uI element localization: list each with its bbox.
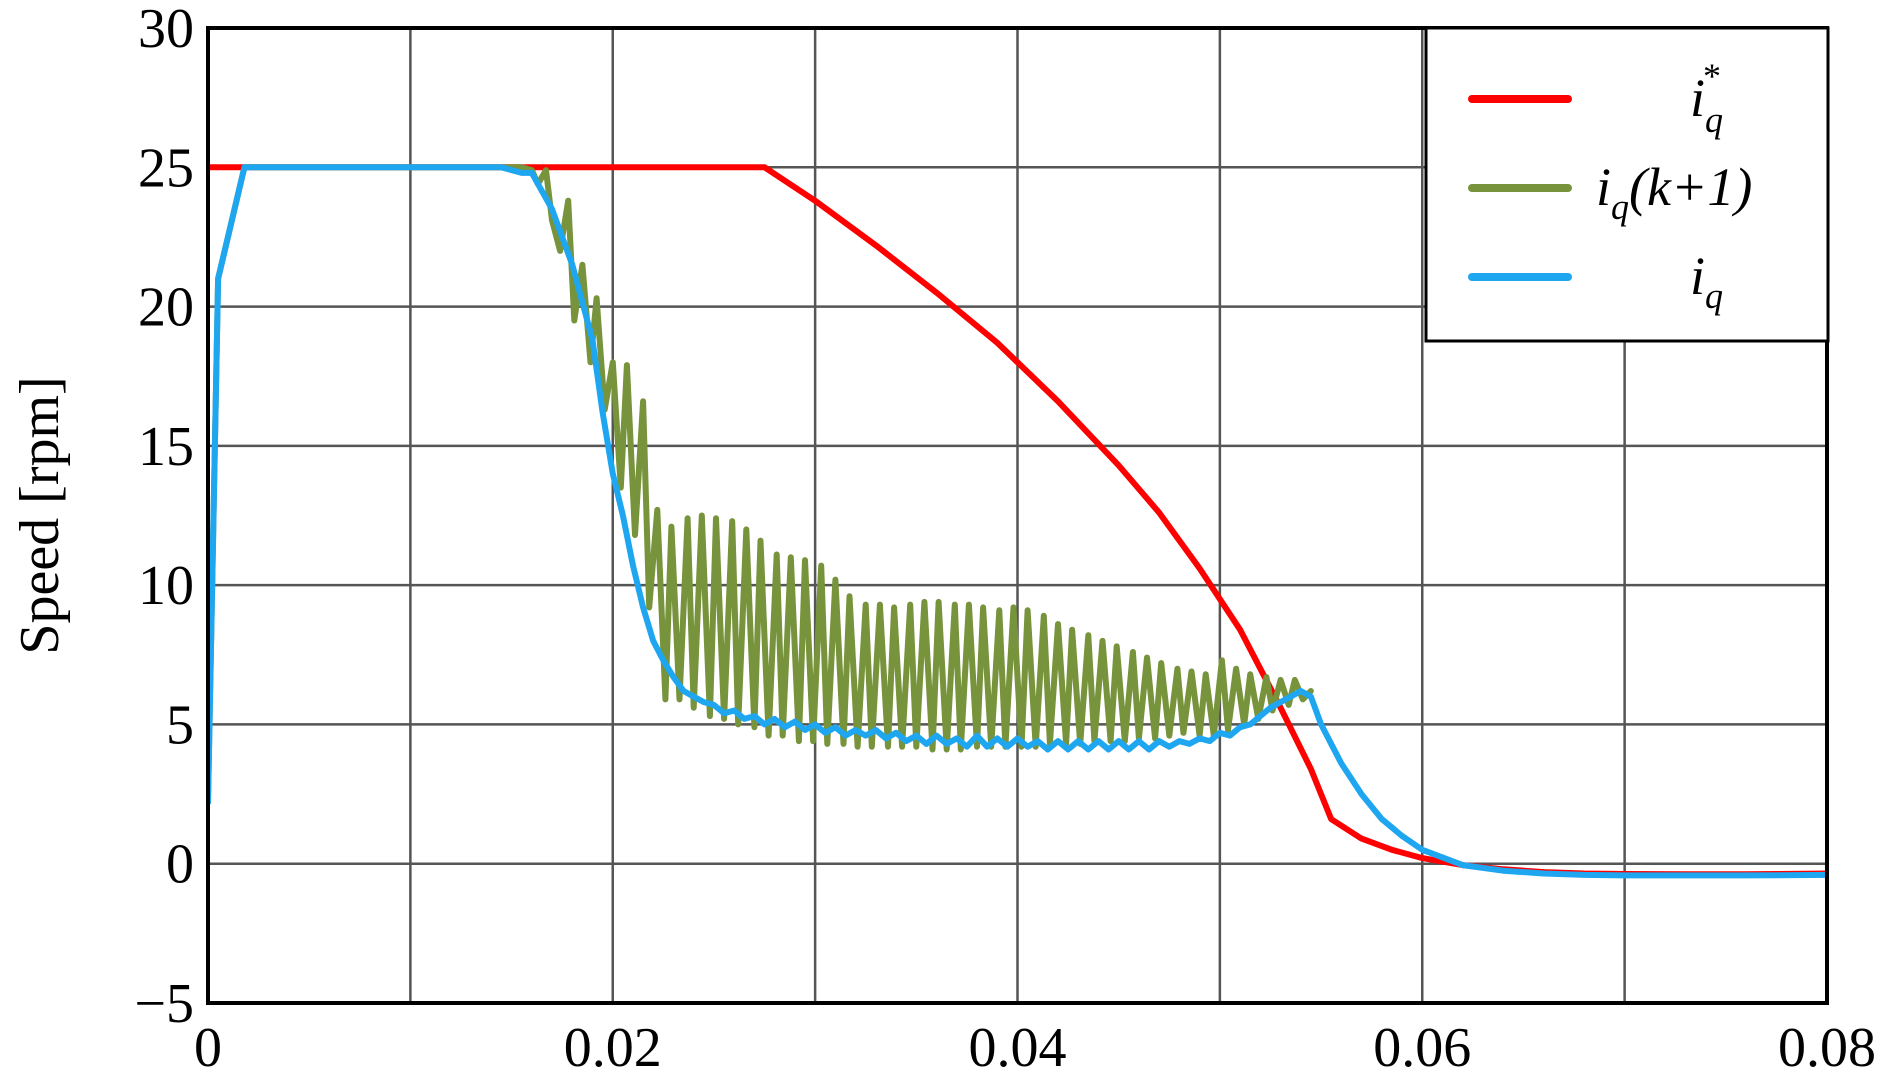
- y-tick-label: 15: [138, 416, 194, 478]
- x-tick-label: 0.06: [1373, 1017, 1471, 1079]
- legend-entry: iq: [1690, 246, 1723, 316]
- x-tick-label: 0.02: [564, 1017, 662, 1079]
- legend-entry: i* q: [1690, 56, 1723, 140]
- series-line-3: [208, 164, 1827, 879]
- series-line-2: [208, 164, 1314, 806]
- x-tick-label: 0.08: [1778, 1017, 1876, 1079]
- y-tick-label: 10: [138, 555, 194, 617]
- plot-frame: [206, 26, 1829, 1005]
- x-tick-label: 0: [194, 1017, 222, 1079]
- x-axis-tick-labels: 0 0.02 0.04 0.06 0.08: [194, 1017, 1876, 1079]
- y-tick-label: −5: [134, 973, 194, 1035]
- y-axis-tick-labels: −5 0 5 10 15 20 25 30: [134, 0, 194, 1035]
- y-tick-label: 25: [138, 137, 194, 199]
- y-tick-label: 20: [138, 277, 194, 339]
- x-tick-label: 0.04: [969, 1017, 1067, 1079]
- legend-entry: iq(k+1): [1596, 157, 1752, 227]
- y-tick-label: 5: [166, 694, 194, 756]
- y-axis-label: Speed [rpm]: [9, 376, 71, 654]
- legend: i* q iq(k+1) iq: [1424, 26, 1830, 343]
- y-tick-label: 30: [138, 0, 194, 60]
- y-tick-label: 0: [166, 834, 194, 896]
- series-lines: [208, 164, 1827, 879]
